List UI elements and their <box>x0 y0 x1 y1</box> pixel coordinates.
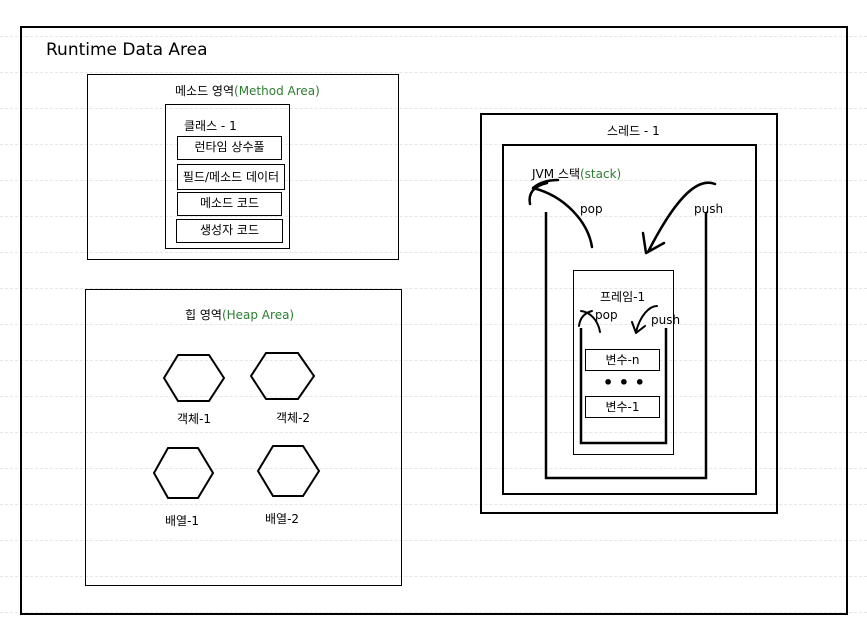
runtime-data-area <box>20 26 848 615</box>
field-method-data: 필드/메소드 데이터 <box>177 164 285 190</box>
stack-push-arrow <box>641 181 717 255</box>
array-1-label: 배열-1 <box>165 514 200 528</box>
variables-ellipsis: • • • <box>603 373 645 392</box>
frame-push-label: push <box>651 313 681 327</box>
jvm-stack-label-en: (stack) <box>580 167 622 181</box>
method-area-title-ko: 메소드 영역 <box>175 84 235 98</box>
variable-1: 변수-1 <box>585 396 660 418</box>
frame-container-outline <box>579 328 668 445</box>
heap-area-title-ko: 힙 영역 <box>185 308 222 322</box>
variable-n: 변수-n <box>585 349 660 371</box>
jvm-stack-label: JVM 스택(stack) <box>532 165 621 182</box>
class-box <box>165 104 290 249</box>
array-2-hexagon <box>256 445 321 497</box>
stack-push-label: push <box>694 202 724 216</box>
method-code: 메소드 코드 <box>177 192 282 216</box>
runtime-constant-pool: 런타임 상수풀 <box>177 136 282 160</box>
object-2-label: 객체-2 <box>276 411 311 425</box>
object-1-label: 객체-1 <box>177 412 212 426</box>
thread-title: 스레드 - 1 <box>607 124 660 138</box>
stack-pop-label: pop <box>580 202 603 216</box>
frame-box <box>573 270 674 455</box>
stack-pop-arrow <box>528 178 594 249</box>
method-area-title: 메소드 영역(Method Area) <box>175 82 320 99</box>
constructor-code: 생성자 코드 <box>176 219 283 243</box>
heap-area-title-en: (Heap Area) <box>221 308 295 322</box>
class-label: 클래스 - 1 <box>184 119 237 133</box>
jvm-stack-label-ko: JVM 스택 <box>532 167 580 181</box>
heap-area-title: 힙 영역(Heap Area) <box>185 306 294 323</box>
method-area-title-en: (Method Area) <box>234 84 320 98</box>
array-2-label: 배열-2 <box>265 512 300 526</box>
frame-pop-arrow <box>578 310 601 333</box>
runtime-title: Runtime Data Area <box>46 40 208 60</box>
method-area <box>87 74 399 260</box>
object-2-hexagon <box>249 352 316 400</box>
frame-pop-label: pop <box>595 308 618 322</box>
stack-container-outline <box>544 212 708 480</box>
object-1-hexagon <box>162 354 226 402</box>
jvm-stack-box <box>502 144 757 495</box>
heap-area <box>85 289 402 586</box>
frame-title: 프레임-1 <box>600 290 646 304</box>
frame-push-arrow <box>631 305 658 334</box>
thread-box <box>480 113 778 514</box>
array-1-hexagon <box>152 447 215 499</box>
